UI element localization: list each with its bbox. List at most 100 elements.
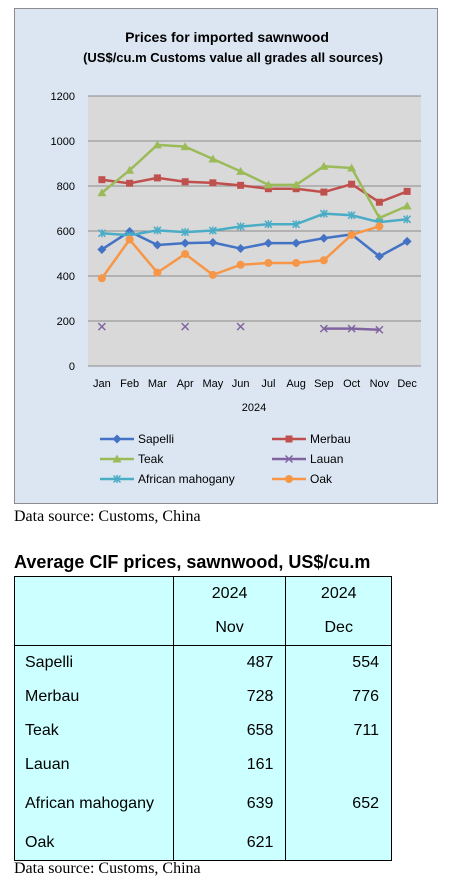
table-title: Average CIF prices, sawnwood, US$/cu.m <box>14 552 371 572</box>
x-tick-label: Oct <box>343 378 360 390</box>
row-value-dec: 652 <box>285 782 392 826</box>
data-point <box>292 185 300 193</box>
row-value-nov: 728 <box>172 680 287 714</box>
header-year-dec: 2024 <box>285 576 392 611</box>
y-tick-label: 1200 <box>51 91 75 103</box>
data-point <box>97 274 106 283</box>
data-point <box>319 233 329 243</box>
row-value-dec: 776 <box>285 680 392 714</box>
data-point <box>97 188 107 197</box>
data-point <box>319 256 328 265</box>
y-tick-label: 600 <box>57 226 75 238</box>
legend-entry: Teak <box>138 452 164 466</box>
data-point <box>97 322 106 331</box>
y-tick-label: 1000 <box>51 136 75 148</box>
table-row: Oak 621 <box>14 826 392 861</box>
data-point <box>292 258 301 267</box>
legend-marker <box>112 474 122 484</box>
data-point <box>208 226 217 235</box>
data-point <box>402 236 412 246</box>
header-year-nov: 2024 <box>172 576 287 611</box>
data-point <box>236 166 246 175</box>
x-tick-label: Aug <box>286 378 306 390</box>
chart-title: Prices for imported sawnwood <box>125 29 329 45</box>
row-value-dec <box>285 748 392 782</box>
data-point <box>348 180 356 188</box>
legend-marker <box>284 454 294 464</box>
legend-entry: Lauan <box>310 452 343 466</box>
data-point <box>402 201 412 210</box>
legend-marker <box>285 435 293 443</box>
table-row: Sapelli 487 554 <box>14 645 392 680</box>
row-value-dec <box>285 826 392 861</box>
data-point <box>125 235 134 244</box>
data-point <box>152 140 162 149</box>
x-tick-label: Mar <box>148 378 167 390</box>
series-line <box>101 230 408 258</box>
chart-subtitle: (US$/cu.m Customs value all grades all s… <box>83 50 383 65</box>
data-point <box>236 222 245 231</box>
data-point <box>320 188 328 196</box>
y-tick-label: 0 <box>69 361 75 373</box>
series-line <box>101 212 408 237</box>
data-point <box>264 258 273 267</box>
data-point <box>181 178 189 186</box>
header-month-dec: Dec <box>285 611 392 646</box>
x-tick-label: May <box>202 378 223 390</box>
data-point <box>236 260 245 269</box>
data-point <box>319 209 328 218</box>
data-point <box>236 244 246 254</box>
data-point <box>126 179 134 187</box>
x-tick-label: Jun <box>232 378 250 390</box>
y-tick-label: 800 <box>57 181 75 193</box>
data-point <box>319 324 328 333</box>
legend-entry: African mahogany <box>138 472 235 486</box>
data-point <box>347 230 356 239</box>
data-point <box>152 240 162 250</box>
data-point <box>181 249 190 258</box>
header-month-nov: Nov <box>172 611 287 646</box>
data-point <box>291 180 301 189</box>
data-point <box>125 165 135 174</box>
series-line <box>101 143 408 220</box>
row-value-nov: 658 <box>172 714 287 748</box>
data-point <box>208 154 218 163</box>
data-point <box>292 220 301 229</box>
data-point <box>264 185 272 193</box>
legend-entry: Oak <box>310 472 333 486</box>
x-tick-label: Dec <box>397 378 417 390</box>
row-label: Oak <box>14 826 174 861</box>
row-value-dec: 711 <box>285 714 392 748</box>
row-value-nov: 621 <box>172 826 287 861</box>
data-point <box>209 179 217 187</box>
data-point <box>208 270 217 279</box>
data-point <box>153 268 162 277</box>
x-axis-label: 2024 <box>242 402 266 414</box>
legend-marker <box>112 434 122 444</box>
row-value-nov: 161 <box>172 748 287 782</box>
row-label: Sapelli <box>14 645 174 680</box>
legend-marker <box>112 454 122 463</box>
data-point <box>375 222 384 231</box>
table-header-month-row: Nov Dec <box>14 611 392 646</box>
header-empty-cell <box>14 611 174 646</box>
data-point <box>180 238 190 248</box>
data-point <box>181 228 190 237</box>
data-point <box>237 181 245 189</box>
series-line <box>101 176 408 204</box>
price-line-chart: Prices for imported sawnwood (US$/cu.m C… <box>51 29 421 486</box>
data-point <box>208 237 218 247</box>
table-header-year-row: 2024 2024 <box>14 576 392 611</box>
table-row: Merbau 728 776 <box>14 680 392 714</box>
data-point <box>153 174 161 182</box>
row-label: Teak <box>14 714 174 748</box>
row-value-nov: 487 <box>172 645 287 680</box>
data-point <box>374 251 384 261</box>
row-label: Merbau <box>14 680 174 714</box>
legend-entry: Merbau <box>310 432 351 446</box>
legend-marker <box>285 475 293 483</box>
row-label: Lauan <box>14 748 174 782</box>
legend-entry: Sapelli <box>138 432 174 446</box>
data-point <box>264 220 273 229</box>
row-label: African mahogany <box>14 782 174 826</box>
